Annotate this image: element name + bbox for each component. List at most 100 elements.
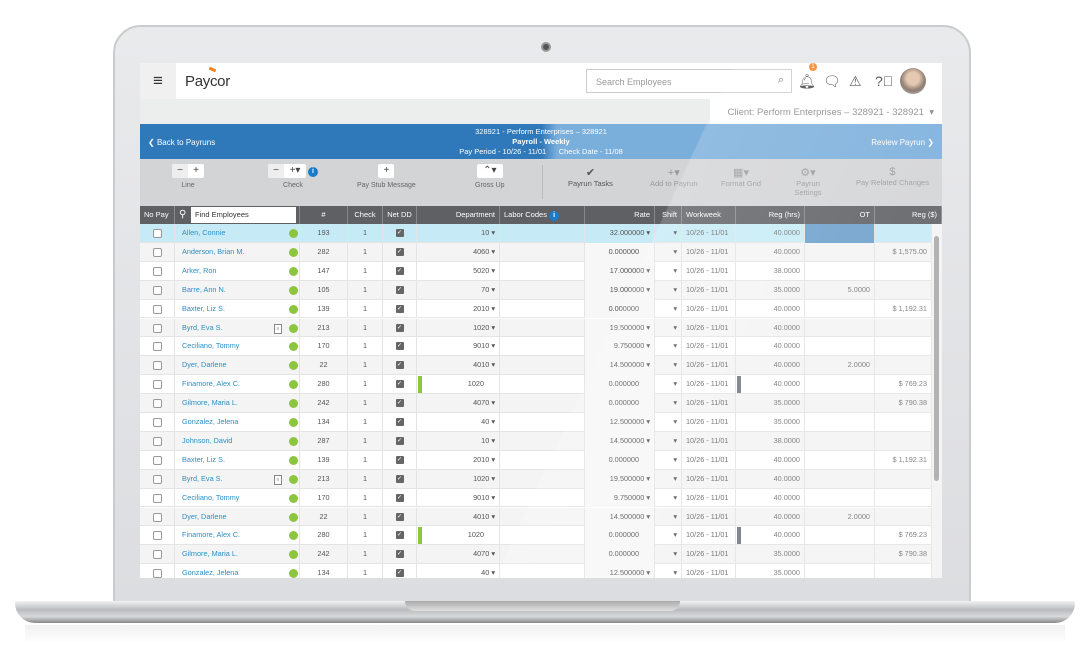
net-dd-checkbox[interactable]: ✓ [395, 361, 404, 370]
reg-pay-cell[interactable]: $ 1,575.00 [875, 242, 932, 262]
reg-hours-cell[interactable]: 35.0000 [736, 394, 805, 413]
caret-down-icon[interactable]: ▾ [491, 492, 495, 502]
table-row[interactable]: Finamore, Alex C. 280 1 ✓ 1020 0.000000 ▾ 10/26… [140, 375, 932, 395]
reg-pay-cell[interactable]: $ 1,192.31 [875, 450, 932, 470]
net-dd-checkbox[interactable]: ✓ [395, 323, 404, 332]
caret-down-icon[interactable]: ▾ [673, 492, 677, 502]
ot-hours-cell[interactable] [805, 450, 875, 470]
caret-down-icon[interactable]: ▾ [491, 360, 495, 370]
reg-hours-cell[interactable]: 35.0000 [736, 280, 805, 300]
no-pay-checkbox[interactable] [153, 361, 162, 371]
col-workweek[interactable]: Workweek [682, 206, 736, 224]
pay-stub-add-button[interactable]: + [383, 165, 390, 176]
ot-hours-cell[interactable] [805, 337, 875, 357]
no-pay-checkbox[interactable] [153, 474, 162, 484]
caret-down-icon[interactable]: ▾ [491, 322, 495, 332]
caret-down-icon[interactable]: ▾ [646, 341, 650, 351]
caret-down-icon[interactable]: ▾ [673, 322, 677, 332]
no-pay-checkbox[interactable] [153, 436, 162, 446]
net-dd-cell[interactable]: ✓ [383, 564, 417, 578]
employee-name-link[interactable]: Ceciliano, Tommy [182, 492, 240, 502]
rate-cell[interactable]: 0.000000 [585, 375, 655, 395]
reg-pay-cell[interactable] [875, 469, 932, 489]
table-row[interactable]: Dyer, Darlene 22 1 ✓ 4010 ▾ 14.500000 ▾ ▾ 10/26… [140, 356, 932, 376]
caret-down-icon[interactable]: ▾ [491, 398, 495, 408]
reg-hours-cell[interactable]: 40.0000 [736, 224, 805, 243]
rate-cell[interactable]: 0.000000 [585, 394, 655, 413]
table-row[interactable]: Gonzalez, Jelena 134 1 ✓ 40 ▾ 12.500000 ▾ ▾ 10/… [140, 413, 932, 432]
caret-down-icon[interactable]: ▾ [646, 568, 650, 578]
reg-hours-cell[interactable]: 40.0000 [736, 337, 805, 357]
col-ot-hrs[interactable]: OT [805, 206, 875, 224]
employee-name-link[interactable]: Baxter, Liz S. [182, 303, 225, 313]
department-cell[interactable]: 9010 ▾ [417, 337, 500, 357]
labor-codes-cell[interactable] [500, 356, 585, 376]
net-dd-checkbox[interactable]: ✓ [395, 493, 404, 502]
document-icon[interactable]: ≡ [274, 323, 282, 334]
table-row[interactable]: Byrd, Eva S. ≡ 213 1 ✓ 1020 ▾ 19.500000 ▾ ▾ 10/2… [140, 469, 932, 489]
department-cell[interactable]: 1020 [417, 375, 500, 395]
col-department[interactable]: Department [417, 206, 500, 224]
department-cell[interactable]: 4060 ▾ [417, 242, 500, 262]
avatar[interactable] [900, 68, 926, 94]
ot-hours-cell[interactable] [805, 488, 875, 508]
reg-pay-cell[interactable]: $ 769.23 [875, 375, 932, 395]
no-pay-checkbox[interactable] [153, 493, 162, 503]
labor-codes-cell[interactable] [500, 375, 585, 395]
net-dd-checkbox[interactable]: ✓ [395, 455, 404, 464]
format-grid-button[interactable]: ▦▾ Format Grid [721, 166, 761, 188]
net-dd-cell[interactable]: ✓ [383, 450, 417, 470]
reg-pay-cell[interactable] [875, 337, 932, 357]
no-pay-checkbox[interactable] [153, 323, 162, 333]
reg-hours-cell[interactable]: 40.0000 [736, 375, 805, 395]
line-add-button[interactable]: + [193, 165, 199, 176]
no-pay-checkbox[interactable] [153, 266, 162, 276]
rate-cell[interactable]: 14.500000 ▾ [585, 507, 655, 527]
table-row[interactable]: Gonzalez, Jelena 134 1 ✓ 40 ▾ 12.500000 ▾ ▾ 10/… [140, 564, 932, 578]
caret-down-icon[interactable]: ▾ [646, 360, 650, 370]
labor-codes-cell[interactable] [500, 242, 585, 262]
caret-down-icon[interactable]: ▾ [491, 228, 495, 237]
search-icon[interactable]: ⌕ [777, 74, 784, 86]
ot-hours-cell[interactable] [805, 224, 875, 243]
payrun-settings-button[interactable]: ⚙▾ Payrun Settings [790, 166, 826, 197]
caret-down-icon[interactable]: ▾ [646, 473, 650, 483]
no-pay-checkbox[interactable] [153, 418, 162, 427]
check-add-button[interactable]: +▾ [289, 165, 301, 176]
reg-pay-cell[interactable]: $ 790.38 [875, 545, 932, 565]
reg-hours-cell[interactable]: 38.0000 [736, 261, 805, 281]
no-pay-checkbox[interactable] [153, 569, 162, 578]
rate-cell[interactable]: 9.750000 ▾ [585, 337, 655, 357]
caret-down-icon[interactable]: ▾ [673, 379, 677, 389]
department-cell[interactable]: 1020 ▾ [417, 469, 500, 489]
caret-down-icon[interactable]: ▾ [673, 454, 677, 464]
reg-pay-cell[interactable] [875, 318, 932, 338]
net-dd-cell[interactable]: ✓ [383, 507, 417, 527]
caret-down-icon[interactable]: ▾ [646, 228, 650, 237]
department-cell[interactable]: 4010 ▾ [417, 356, 500, 376]
caret-down-icon[interactable]: ▾ [673, 303, 677, 313]
ot-hours-cell[interactable] [805, 469, 875, 489]
net-dd-checkbox[interactable]: ✓ [395, 247, 404, 256]
ot-hours-cell[interactable] [805, 318, 875, 338]
department-cell[interactable]: 2010 ▾ [417, 299, 500, 319]
rate-cell[interactable]: 14.500000 ▾ [585, 431, 655, 451]
no-pay-checkbox[interactable] [153, 342, 162, 352]
info-icon[interactable]: i [549, 211, 560, 221]
no-pay-checkbox[interactable] [153, 399, 162, 409]
shift-cell[interactable]: ▾ [655, 242, 682, 262]
caret-down-icon[interactable]: ▾ [673, 360, 677, 370]
table-row[interactable]: Finamore, Alex C. 280 1 ✓ 1020 0.000000 ▾ 10/26… [140, 526, 932, 546]
reg-pay-cell[interactable] [875, 356, 932, 376]
reg-pay-cell[interactable] [875, 507, 932, 527]
shift-cell[interactable]: ▾ [655, 337, 682, 357]
caret-down-icon[interactable]: ▾ [646, 322, 650, 332]
net-dd-cell[interactable]: ✓ [383, 280, 417, 300]
caret-down-icon[interactable]: ▾ [673, 284, 677, 294]
rate-cell[interactable]: 0.000000 [585, 299, 655, 319]
client-selector[interactable]: Client: Perform Enterprises – 328921 - 3… [710, 99, 942, 124]
net-dd-checkbox[interactable]: ✓ [395, 569, 404, 578]
ot-hours-cell[interactable]: 2.0000 [805, 507, 875, 527]
reg-pay-cell[interactable]: $ 1,192.31 [875, 299, 932, 319]
table-row[interactable]: Baxter, Liz S. 139 1 ✓ 2010 ▾ 0.000000 ▾ 10/26 … [140, 450, 932, 470]
